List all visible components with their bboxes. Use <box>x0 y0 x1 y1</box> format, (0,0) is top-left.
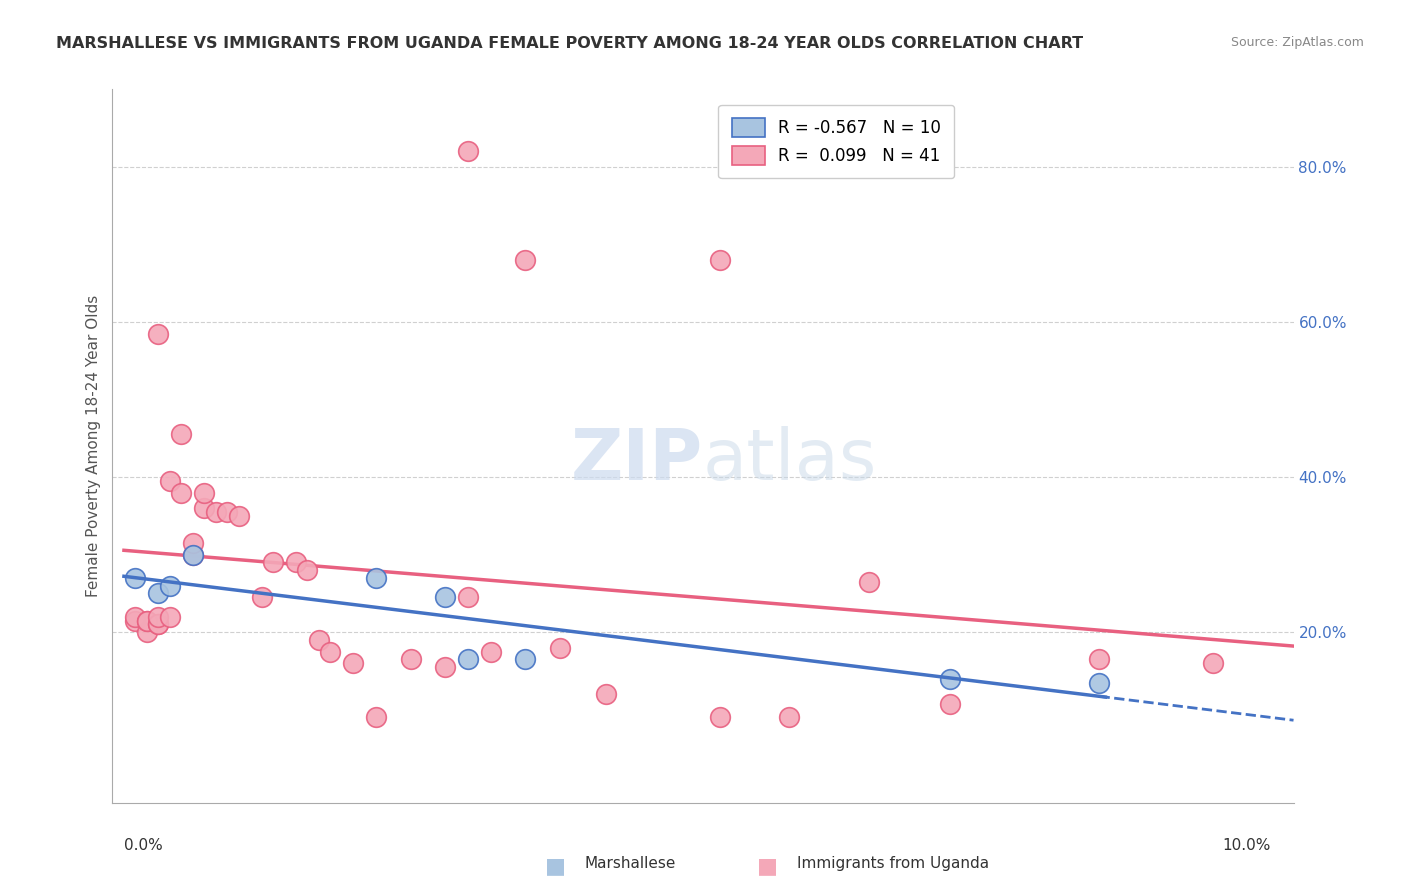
Point <box>457 591 479 605</box>
Point <box>1202 656 1225 670</box>
Point <box>515 652 537 666</box>
Point <box>204 505 226 519</box>
Point <box>457 652 479 666</box>
Point <box>308 632 330 647</box>
Point <box>366 710 388 724</box>
Text: Marshallese: Marshallese <box>585 856 676 871</box>
Text: 0.0%: 0.0% <box>124 838 163 854</box>
Text: MARSHALLESE VS IMMIGRANTS FROM UGANDA FEMALE POVERTY AMONG 18-24 YEAR OLDS CORRE: MARSHALLESE VS IMMIGRANTS FROM UGANDA FE… <box>56 36 1084 51</box>
Point <box>124 571 146 585</box>
Point <box>262 555 284 569</box>
Legend: R = -0.567   N = 10, R =  0.099   N = 41: R = -0.567 N = 10, R = 0.099 N = 41 <box>718 104 955 178</box>
Point <box>135 614 157 628</box>
Point <box>124 614 146 628</box>
Point <box>434 591 457 605</box>
Point <box>1087 675 1109 690</box>
Point <box>159 579 181 593</box>
Text: Source: ZipAtlas.com: Source: ZipAtlas.com <box>1230 36 1364 49</box>
Point <box>1087 652 1109 666</box>
Point <box>434 660 457 674</box>
Point <box>135 625 157 640</box>
Point <box>515 252 537 267</box>
Y-axis label: Female Poverty Among 18-24 Year Olds: Female Poverty Among 18-24 Year Olds <box>86 295 101 597</box>
Text: ■: ■ <box>546 856 565 876</box>
Point <box>135 614 157 628</box>
Point <box>709 710 731 724</box>
Point <box>193 501 215 516</box>
Point <box>217 505 239 519</box>
Point <box>709 252 731 267</box>
Text: atlas: atlas <box>703 425 877 495</box>
Point <box>181 536 204 550</box>
Point <box>595 687 617 701</box>
Point <box>148 617 170 632</box>
Point <box>938 672 960 686</box>
Point <box>938 698 960 712</box>
Point <box>170 485 193 500</box>
Point <box>342 656 364 670</box>
Point <box>148 326 170 341</box>
Point <box>479 644 502 658</box>
Point <box>148 586 170 600</box>
Point <box>319 644 342 658</box>
Point <box>250 591 273 605</box>
Point <box>124 609 146 624</box>
Point <box>159 474 181 488</box>
Point <box>548 640 571 655</box>
Text: Immigrants from Uganda: Immigrants from Uganda <box>797 856 990 871</box>
Point <box>297 563 319 577</box>
Text: ■: ■ <box>758 856 779 876</box>
Point <box>148 609 170 624</box>
Point <box>284 555 307 569</box>
Point <box>778 710 800 724</box>
Text: ZIP: ZIP <box>571 425 703 495</box>
Point <box>858 574 880 589</box>
Point <box>148 617 170 632</box>
Point <box>457 145 479 159</box>
Point <box>193 485 215 500</box>
Point <box>170 427 193 442</box>
Point <box>181 548 204 562</box>
Text: 10.0%: 10.0% <box>1222 838 1271 854</box>
Point <box>399 652 422 666</box>
Point <box>228 508 250 523</box>
Point <box>366 571 388 585</box>
Point <box>159 609 181 624</box>
Point <box>181 548 204 562</box>
